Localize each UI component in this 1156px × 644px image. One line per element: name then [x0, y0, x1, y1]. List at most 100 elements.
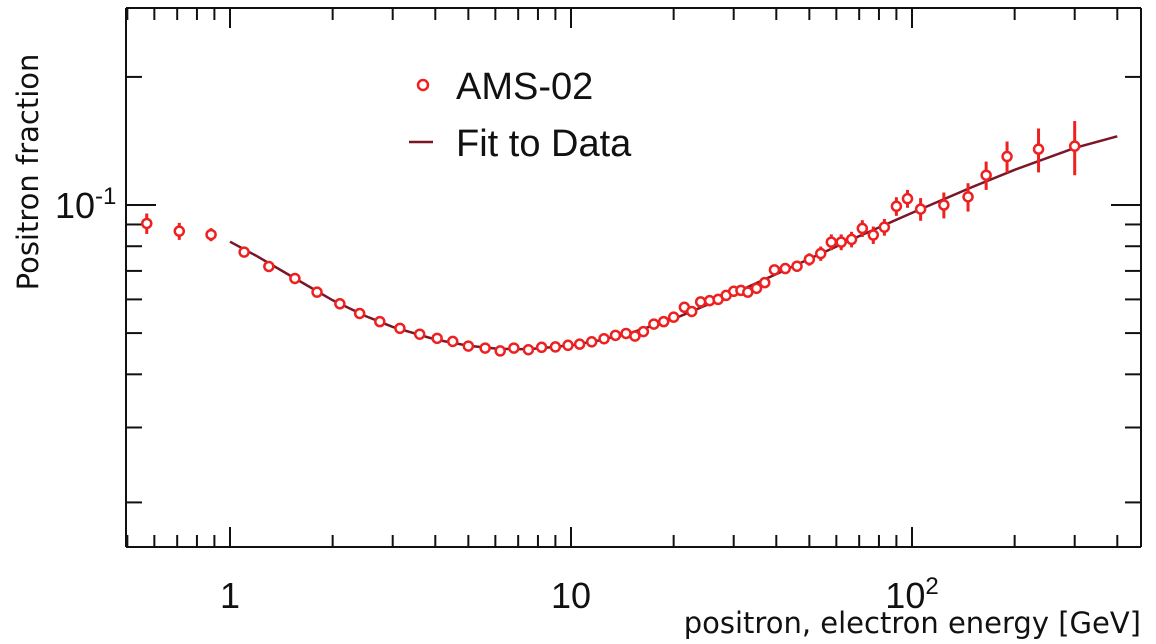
point-marker — [914, 203, 927, 215]
data-point — [686, 305, 698, 318]
data-point — [141, 213, 153, 234]
legend-label-ams02: AMS-02 — [456, 66, 593, 108]
data-point — [205, 228, 217, 242]
data-point — [856, 220, 869, 237]
point-marker — [1001, 150, 1013, 163]
point-marker — [562, 339, 574, 352]
data-point — [703, 294, 716, 307]
data-point — [353, 307, 366, 320]
plot-axes — [125, 7, 1142, 548]
data-point — [394, 322, 406, 335]
data-point — [962, 183, 974, 212]
legend: AMS-02 Fit to Data — [409, 66, 632, 165]
data-point — [803, 253, 816, 266]
data-point — [914, 198, 927, 221]
point-marker — [446, 335, 459, 348]
data-point — [814, 246, 827, 261]
data-point — [479, 342, 491, 354]
legend-marker-ams02 — [416, 78, 430, 92]
point-marker — [901, 192, 914, 205]
y-tick-label: 10-1 — [55, 183, 116, 226]
data-point — [694, 296, 707, 308]
data-point — [637, 325, 650, 338]
data-point — [1032, 128, 1045, 173]
point-marker — [353, 307, 366, 320]
data-point — [311, 286, 323, 298]
point-marker — [779, 262, 792, 275]
point-marker — [803, 253, 816, 266]
point-marker — [686, 305, 698, 318]
data-point — [446, 335, 459, 348]
data-point — [334, 298, 346, 310]
data-point — [598, 332, 610, 345]
data-point — [648, 318, 660, 330]
point-marker — [814, 247, 827, 260]
data-point — [768, 264, 781, 276]
data-points-layer — [141, 121, 1081, 357]
data-point — [413, 328, 426, 340]
point-marker — [535, 341, 548, 354]
point-marker — [205, 228, 217, 241]
point-marker — [334, 298, 346, 310]
data-point — [431, 332, 443, 345]
data-point — [667, 311, 680, 323]
data-point — [573, 338, 586, 350]
data-point — [779, 262, 792, 275]
x-tick-label: 1 — [220, 575, 240, 616]
data-point — [825, 234, 838, 251]
point-marker — [263, 260, 275, 273]
point-marker — [759, 276, 771, 289]
data-point — [938, 192, 950, 219]
y-axis-label: Positron fraction — [11, 54, 45, 291]
data-point — [289, 272, 301, 285]
point-marker — [508, 342, 520, 354]
point-marker — [289, 272, 301, 285]
point-marker — [494, 345, 506, 357]
data-point — [620, 327, 632, 340]
data-point — [878, 219, 891, 236]
data-point — [1068, 121, 1081, 176]
data-point — [494, 345, 506, 357]
point-marker — [845, 233, 858, 246]
data-point — [629, 330, 641, 342]
point-marker — [598, 332, 610, 345]
point-marker — [479, 342, 491, 354]
point-marker — [629, 330, 641, 342]
point-marker — [867, 229, 880, 241]
data-point — [535, 341, 548, 354]
point-marker — [856, 222, 869, 235]
point-marker — [835, 236, 847, 248]
data-point — [585, 336, 598, 348]
data-point — [549, 341, 562, 353]
point-marker — [394, 322, 406, 335]
point-marker — [667, 311, 680, 323]
data-point — [750, 282, 763, 295]
point-marker — [311, 286, 323, 298]
data-point — [263, 260, 275, 273]
point-marker — [141, 217, 153, 230]
point-marker — [585, 336, 598, 348]
point-marker — [938, 199, 950, 211]
data-point — [901, 189, 914, 208]
data-point — [238, 246, 250, 258]
point-marker — [878, 221, 891, 233]
data-point — [1001, 141, 1013, 173]
point-marker — [374, 315, 386, 328]
point-marker — [768, 264, 781, 276]
point-marker — [462, 340, 475, 352]
data-point — [522, 343, 535, 356]
point-marker — [648, 318, 660, 330]
data-point — [173, 222, 186, 240]
point-marker — [238, 246, 250, 258]
legend-label-fit: Fit to Data — [456, 123, 632, 165]
point-marker — [620, 327, 632, 340]
data-point — [562, 339, 574, 352]
point-marker — [413, 328, 426, 340]
data-point — [462, 340, 475, 352]
point-marker — [750, 282, 763, 295]
point-marker — [657, 315, 670, 328]
point-marker — [890, 200, 903, 213]
data-point — [835, 234, 847, 251]
